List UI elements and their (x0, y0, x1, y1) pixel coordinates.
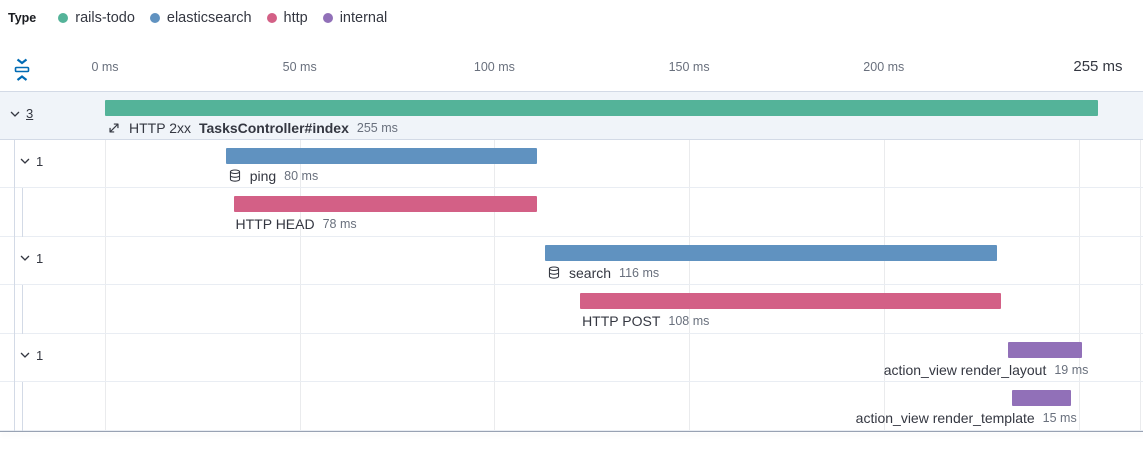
accordion-toggle[interactable]: 1 (19, 348, 43, 363)
legend-item-label: rails-todo (75, 10, 135, 26)
item-name: HTTP HEAD (235, 216, 315, 232)
axis-tick-label: 255 ms (1073, 58, 1123, 75)
grid-line (689, 91, 691, 431)
legend-dot-icon (322, 13, 333, 23)
database-icon (228, 168, 242, 183)
transaction-merge-icon (107, 121, 121, 135)
item-label: search 116 ms (547, 265, 659, 281)
item-name: action_view render_layout (883, 361, 1047, 378)
item-name: search (569, 264, 612, 281)
item-duration: 19 ms (1054, 362, 1089, 377)
accordion-toggle[interactable]: 1 (19, 154, 43, 169)
item-name: ping (249, 167, 277, 184)
chart-bottom-border (0, 430, 1143, 432)
legend-item-label: internal (339, 10, 388, 26)
item-duration: 108 ms (668, 314, 710, 328)
child-count: 1 (36, 250, 44, 266)
legend-item[interactable]: http (266, 10, 308, 26)
accordion-toggle[interactable]: 3 (9, 106, 33, 121)
legend-item-label: elasticsearch (166, 10, 252, 26)
span-bar[interactable] (580, 293, 1001, 309)
item-duration: 80 ms (284, 168, 319, 183)
legend-item-label: http (283, 10, 308, 26)
axis-tick-label: 200 ms (863, 60, 905, 74)
grid-line (105, 91, 106, 431)
axis-tick-label: 100 ms (473, 60, 515, 74)
item-duration: 116 ms (619, 265, 660, 280)
legend-items: rails-todo elasticsearch http internal (58, 10, 387, 26)
item-label: action_view render_template 15 ms (856, 410, 1077, 426)
item-duration: 15 ms (1042, 411, 1077, 425)
axis-tick-label: 0 ms (91, 60, 119, 74)
grid-line (1140, 91, 1141, 431)
accordion-toggle[interactable]: 1 (19, 251, 43, 266)
grid-line (494, 91, 496, 431)
legend-title: Type (8, 11, 37, 25)
legend-item[interactable]: internal (322, 10, 388, 26)
item-duration: 255 ms (356, 121, 398, 135)
item-name: HTTP POST (582, 313, 661, 329)
item-label: HTTP HEAD 78 ms (236, 216, 357, 232)
grid-line (883, 91, 885, 431)
fold-timeline-icon[interactable] (11, 57, 33, 83)
item-duration: 78 ms (322, 217, 357, 231)
grid-line (1078, 91, 1080, 431)
span-bar[interactable] (233, 196, 538, 212)
chevron-down-icon (19, 349, 31, 361)
accordion-guideline (22, 382, 23, 431)
item-label: ping 80 ms (228, 167, 319, 184)
waterfall-row-span: 1 action_view render_layout 19 ms (0, 334, 1143, 382)
accordion-guideline (22, 188, 23, 237)
item-name: TasksController#index (198, 120, 349, 136)
database-icon (547, 265, 561, 280)
legend-item[interactable]: rails-todo (58, 10, 135, 26)
accordion-guideline (22, 285, 23, 334)
span-bar[interactable] (1008, 341, 1083, 358)
transaction-bar[interactable] (105, 100, 1098, 116)
transaction-result: HTTP 2xx (129, 120, 191, 136)
span-bar[interactable] (545, 244, 997, 261)
span-bar[interactable] (1012, 390, 1071, 406)
child-count: 1 (36, 347, 44, 363)
waterfall-row-span: 1 search 116 ms (0, 237, 1143, 285)
item-label: action_view render_layout 19 ms (884, 362, 1089, 378)
chevron-down-icon (9, 108, 21, 120)
waterfall-row-span: HTTP HEAD 78 ms (0, 188, 1143, 237)
legend-dot-icon (149, 13, 160, 23)
axis-tick-label: 50 ms (282, 60, 317, 74)
legend-item[interactable]: elasticsearch (149, 10, 252, 26)
item-label: HTTP 2xx TasksController#index 255 ms (107, 120, 398, 136)
chevron-down-icon (19, 252, 31, 264)
item-label: HTTP POST 108 ms (582, 313, 709, 329)
grid-line (299, 91, 301, 431)
chevron-down-icon (19, 155, 31, 167)
waterfall-row-span: HTTP POST 108 ms (0, 285, 1143, 334)
accordion-guideline (14, 139, 15, 431)
waterfall-row-span: 1 ping 80 ms (0, 140, 1143, 188)
waterfall-row-span: action_view render_template 15 ms (0, 382, 1143, 431)
item-name: action_view render_template (855, 410, 1035, 426)
axis-tick-label: 150 ms (668, 60, 710, 74)
span-bar[interactable] (225, 147, 538, 164)
legend-dot-icon (58, 13, 69, 23)
legend-dot-icon (266, 13, 277, 23)
waterfall-row-transaction: 3 HTTP 2xx TasksController#index 255 ms (0, 91, 1143, 140)
child-count: 3 (26, 106, 34, 121)
child-count: 1 (36, 153, 44, 169)
type-legend: Type rails-todo elasticsearch http internal (8, 10, 387, 26)
